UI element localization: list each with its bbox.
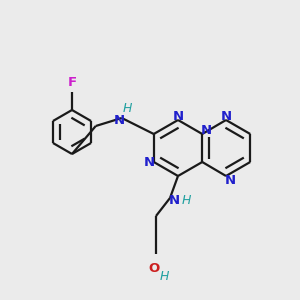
- Text: N: N: [224, 173, 236, 187]
- Text: N: N: [168, 194, 180, 206]
- Text: N: N: [201, 124, 212, 136]
- Text: F: F: [68, 76, 76, 89]
- Text: H: H: [181, 194, 191, 206]
- Text: N: N: [114, 113, 125, 127]
- Text: N: N: [172, 110, 184, 122]
- Text: O: O: [148, 262, 160, 275]
- Text: H: H: [159, 269, 169, 283]
- Text: N: N: [220, 110, 232, 122]
- Text: H: H: [123, 101, 132, 115]
- Text: N: N: [144, 155, 155, 169]
